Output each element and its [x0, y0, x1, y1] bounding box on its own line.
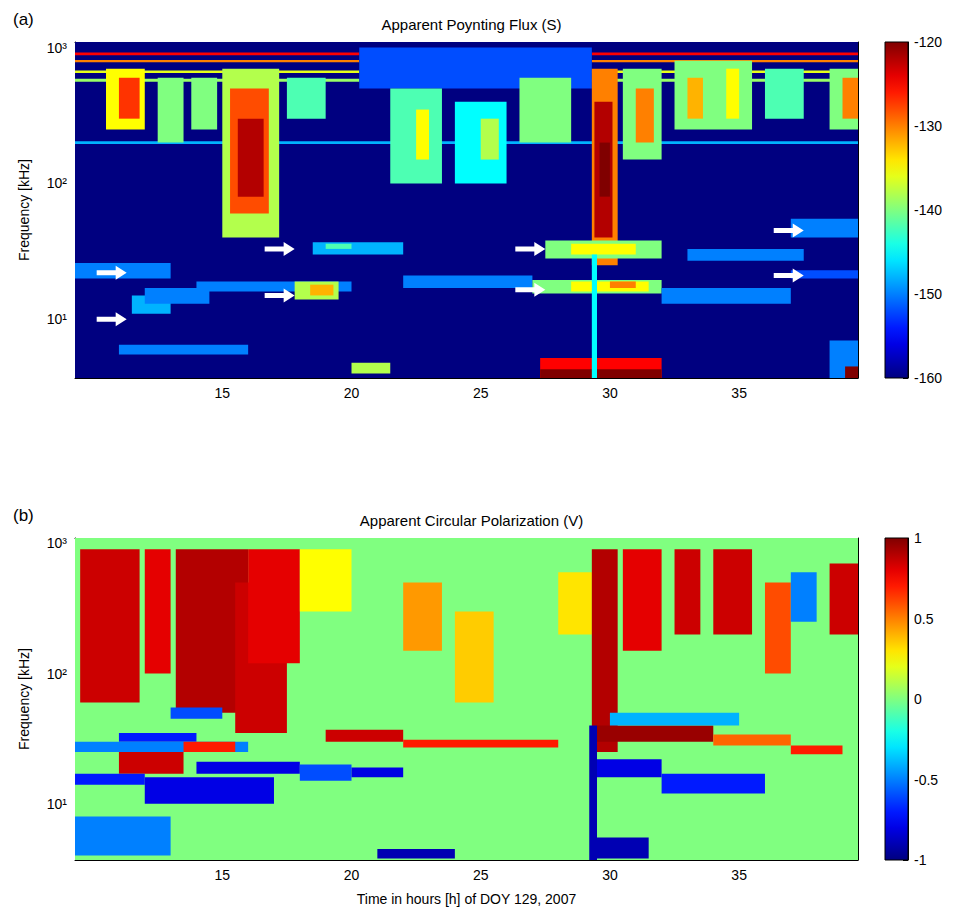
svg-text:35: 35: [731, 867, 747, 883]
svg-text:25: 25: [473, 385, 489, 401]
svg-text:-0.5: -0.5: [914, 772, 938, 788]
svg-text:10²: 10²: [47, 666, 68, 682]
svg-text:-120: -120: [914, 34, 942, 50]
svg-text:-130: -130: [914, 118, 942, 134]
svg-text:25: 25: [473, 867, 489, 883]
svg-text:Apparent Poynting Flux (S): Apparent Poynting Flux (S): [381, 16, 561, 33]
svg-text:30: 30: [602, 867, 618, 883]
svg-text:(a): (a): [13, 10, 34, 29]
svg-text:Frequency [kHz]: Frequency [kHz]: [16, 159, 32, 261]
svg-text:10²: 10²: [47, 175, 68, 191]
svg-text:10¹: 10¹: [47, 796, 68, 812]
svg-text:0: 0: [914, 691, 922, 707]
svg-text:20: 20: [344, 867, 360, 883]
svg-text:-160: -160: [914, 370, 942, 386]
svg-text:15: 15: [215, 867, 231, 883]
svg-text:15: 15: [215, 385, 231, 401]
svg-text:0.5: 0.5: [914, 611, 934, 627]
svg-text:10³: 10³: [47, 40, 68, 56]
svg-text:20: 20: [344, 385, 360, 401]
svg-text:-150: -150: [914, 286, 942, 302]
svg-text:(b): (b): [13, 506, 34, 525]
svg-text:-140: -140: [914, 202, 942, 218]
svg-text:-1: -1: [914, 852, 927, 868]
svg-text:10³: 10³: [47, 535, 68, 551]
svg-text:35: 35: [731, 385, 747, 401]
svg-text:Time in hours [h] of DOY 129,: Time in hours [h] of DOY 129, 2007: [357, 891, 577, 907]
svg-text:1: 1: [914, 530, 922, 546]
svg-text:10¹: 10¹: [47, 311, 68, 327]
svg-text:Apparent Circular Polarization: Apparent Circular Polarization (V): [360, 512, 583, 529]
svg-text:Frequency [kHz]: Frequency [kHz]: [16, 648, 32, 750]
svg-text:30: 30: [602, 385, 618, 401]
